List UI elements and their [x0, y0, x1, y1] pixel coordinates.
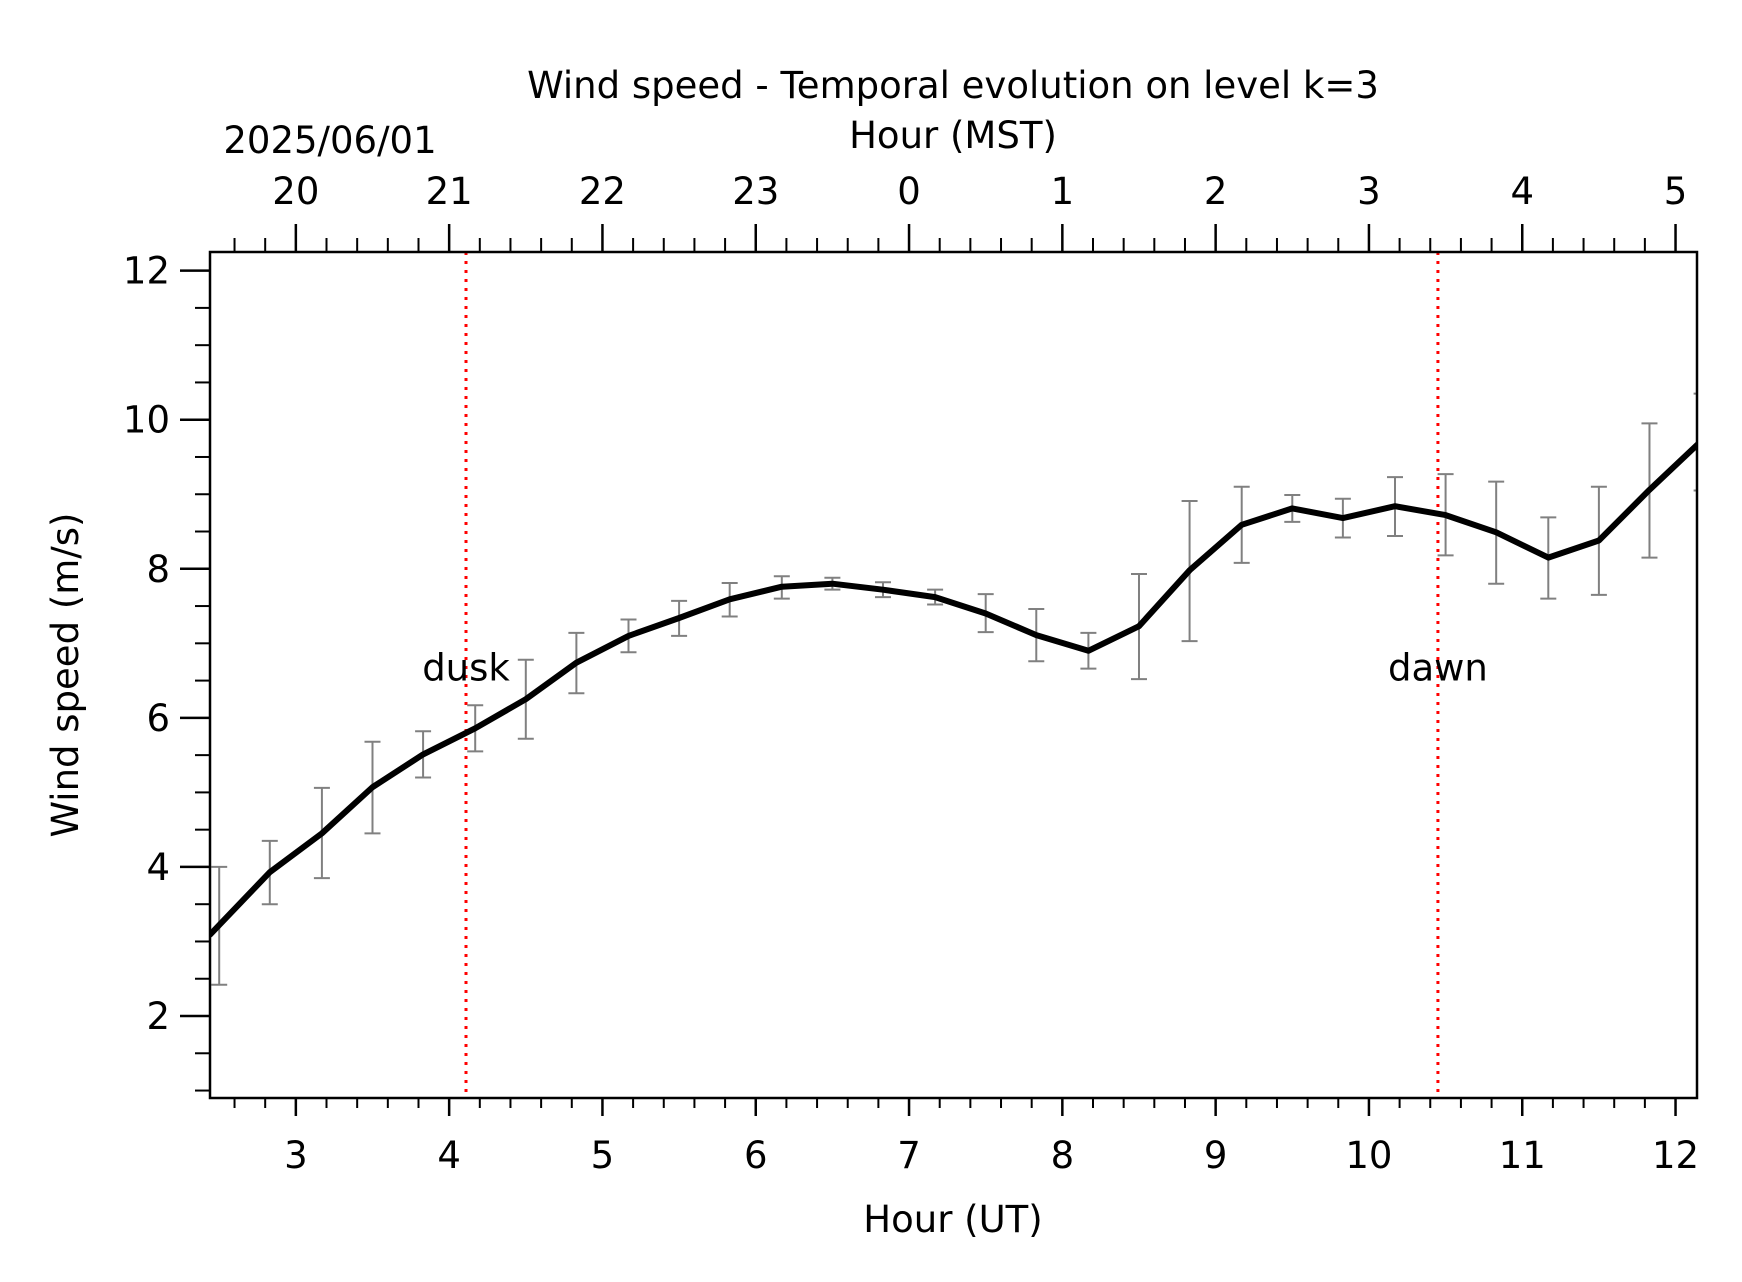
- top-x-tick-label: 23: [732, 170, 779, 213]
- top-x-tick-label: 1: [1051, 170, 1075, 213]
- plot-area: dusk dawn: [210, 252, 1697, 1098]
- top-x-tick-label: 22: [579, 170, 626, 213]
- x-tick-label: 7: [897, 1134, 921, 1177]
- x-tick-label: 6: [744, 1134, 768, 1177]
- x-axis-title: Hour (UT): [863, 1198, 1042, 1241]
- axis-ticks: [180, 224, 1677, 1116]
- y-tick-label: 6: [146, 697, 170, 740]
- top-x-tick-label: 20: [272, 170, 319, 213]
- top-x-tick-label: 0: [897, 170, 921, 213]
- plot-frame: [208, 250, 1699, 1100]
- marker-label-dusk: dusk: [422, 647, 510, 690]
- y-tick-label: 10: [123, 399, 170, 442]
- x-tick-label: 9: [1204, 1134, 1228, 1177]
- marker-label-dawn: dawn: [1388, 647, 1488, 690]
- top-axis-title: Hour (MST): [849, 114, 1057, 157]
- y-axis-title: Wind speed (m/s): [44, 513, 87, 838]
- top-date-label: 2025/06/01: [223, 119, 436, 162]
- top-x-tick-label: 21: [426, 170, 473, 213]
- top-x-tick-label: 2: [1204, 170, 1228, 213]
- top-x-tick-label: 4: [1510, 170, 1534, 213]
- x-tick-label: 10: [1345, 1134, 1392, 1177]
- y-tick-label: 2: [146, 995, 170, 1038]
- x-tick-label: 3: [284, 1134, 308, 1177]
- y-tick-label: 12: [123, 250, 170, 293]
- x-tick-label: 12: [1652, 1134, 1699, 1177]
- wind-speed-line: [210, 440, 1697, 938]
- x-tick-label: 5: [591, 1134, 615, 1177]
- y-tick-label: 4: [146, 846, 170, 889]
- x-tick-label: 4: [437, 1134, 461, 1177]
- x-tick-label: 8: [1051, 1134, 1075, 1177]
- x-tick-label: 11: [1499, 1134, 1546, 1177]
- chart-title: Wind speed - Temporal evolution on level…: [527, 64, 1379, 107]
- y-tick-label: 8: [146, 548, 170, 591]
- top-x-tick-label: 5: [1664, 170, 1688, 213]
- top-x-tick-label: 3: [1357, 170, 1381, 213]
